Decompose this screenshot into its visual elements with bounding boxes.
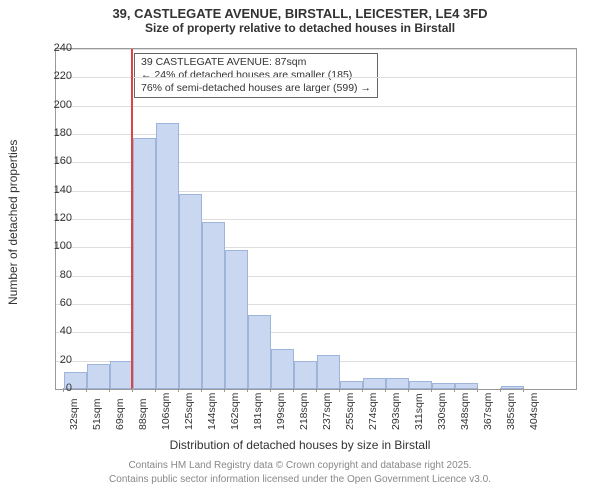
histogram-bar	[133, 138, 156, 389]
annotation-line-3: 76% of semi-detached houses are larger (…	[141, 82, 371, 95]
chart-container: 39, CASTLEGATE AVENUE, BIRSTALL, LEICEST…	[0, 0, 600, 500]
histogram-bar	[271, 349, 294, 389]
histogram-bar	[317, 355, 340, 389]
histogram-bar	[179, 194, 202, 390]
x-tick-mark	[132, 388, 133, 392]
grid-line	[56, 77, 576, 78]
histogram-bar	[455, 383, 478, 389]
y-tick-label: 20	[32, 354, 72, 366]
x-tick-mark	[86, 388, 87, 392]
x-tick-mark	[316, 388, 317, 392]
x-tick-mark	[385, 388, 386, 392]
x-tick-label: 88sqm	[137, 398, 149, 430]
x-tick-label: 106sqm	[160, 393, 172, 430]
x-tick-mark	[270, 388, 271, 392]
x-tick-label: 293sqm	[390, 393, 402, 430]
x-tick-mark	[293, 388, 294, 392]
y-tick-label: 60	[32, 297, 72, 309]
histogram-bar	[156, 123, 179, 389]
y-tick-label: 120	[32, 212, 72, 224]
y-tick-label: 180	[32, 127, 72, 139]
x-tick-label: 51sqm	[91, 398, 103, 430]
histogram-bar	[386, 378, 409, 389]
histogram-bar	[225, 250, 248, 389]
x-tick-label: 404sqm	[528, 393, 540, 430]
histogram-bar	[87, 364, 110, 390]
x-tick-mark	[155, 388, 156, 392]
y-tick-label: 200	[32, 99, 72, 111]
x-tick-label: 218sqm	[298, 393, 310, 430]
x-tick-mark	[523, 388, 524, 392]
x-tick-mark	[477, 388, 478, 392]
x-tick-label: 181sqm	[252, 393, 264, 430]
x-tick-mark	[224, 388, 225, 392]
annotation-line-1: 39 CASTLEGATE AVENUE: 87sqm	[141, 56, 371, 69]
x-tick-mark	[408, 388, 409, 392]
histogram-bar	[432, 383, 455, 389]
y-tick-label: 240	[32, 42, 72, 54]
y-tick-label: 220	[32, 70, 72, 82]
grid-line	[56, 134, 576, 135]
y-tick-label: 0	[32, 382, 72, 394]
x-tick-label: 32sqm	[68, 398, 80, 430]
histogram-bar	[110, 361, 133, 389]
annotation-line-2: ← 24% of detached houses are smaller (18…	[141, 69, 371, 82]
x-tick-label: 255sqm	[344, 393, 356, 430]
y-axis-title: Number of detached properties	[6, 140, 20, 305]
x-tick-mark	[362, 388, 363, 392]
x-tick-label: 199sqm	[275, 393, 287, 430]
x-tick-mark	[247, 388, 248, 392]
y-tick-label: 140	[32, 184, 72, 196]
x-tick-label: 162sqm	[229, 393, 241, 430]
x-tick-label: 367sqm	[482, 393, 494, 430]
title-line-2: Size of property relative to detached ho…	[0, 21, 600, 35]
x-tick-mark	[454, 388, 455, 392]
marker-line	[131, 49, 133, 389]
x-tick-label: 125sqm	[183, 393, 195, 430]
x-tick-label: 274sqm	[367, 393, 379, 430]
plot-area: 39 CASTLEGATE AVENUE: 87sqm ← 24% of det…	[55, 48, 577, 390]
y-tick-label: 100	[32, 240, 72, 252]
histogram-bar	[340, 381, 363, 390]
footer-line-1: Contains HM Land Registry data © Crown c…	[0, 460, 600, 471]
annotation-box: 39 CASTLEGATE AVENUE: 87sqm ← 24% of det…	[134, 53, 378, 98]
x-tick-mark	[63, 388, 64, 392]
x-tick-mark	[109, 388, 110, 392]
histogram-bar	[363, 378, 386, 389]
footer-line-2: Contains public sector information licen…	[0, 474, 600, 485]
histogram-bar	[501, 386, 524, 389]
y-tick-label: 40	[32, 325, 72, 337]
histogram-bar	[409, 381, 432, 390]
x-tick-mark	[339, 388, 340, 392]
grid-line	[56, 106, 576, 107]
y-tick-label: 160	[32, 155, 72, 167]
histogram-bar	[248, 315, 271, 389]
x-axis-title: Distribution of detached houses by size …	[0, 438, 600, 452]
x-tick-label: 144sqm	[206, 393, 218, 430]
x-tick-mark	[431, 388, 432, 392]
histogram-bar	[294, 361, 317, 389]
y-tick-label: 80	[32, 269, 72, 281]
title-line-1: 39, CASTLEGATE AVENUE, BIRSTALL, LEICEST…	[0, 6, 600, 21]
x-tick-label: 237sqm	[321, 393, 333, 430]
x-tick-mark	[178, 388, 179, 392]
x-tick-label: 348sqm	[459, 393, 471, 430]
title-block: 39, CASTLEGATE AVENUE, BIRSTALL, LEICEST…	[0, 0, 600, 35]
grid-line	[56, 49, 576, 50]
x-tick-label: 330sqm	[436, 393, 448, 430]
x-tick-label: 69sqm	[114, 398, 126, 430]
x-tick-mark	[201, 388, 202, 392]
x-tick-mark	[500, 388, 501, 392]
x-tick-label: 385sqm	[505, 393, 517, 430]
histogram-bar	[202, 222, 225, 389]
x-tick-label: 311sqm	[413, 393, 425, 430]
